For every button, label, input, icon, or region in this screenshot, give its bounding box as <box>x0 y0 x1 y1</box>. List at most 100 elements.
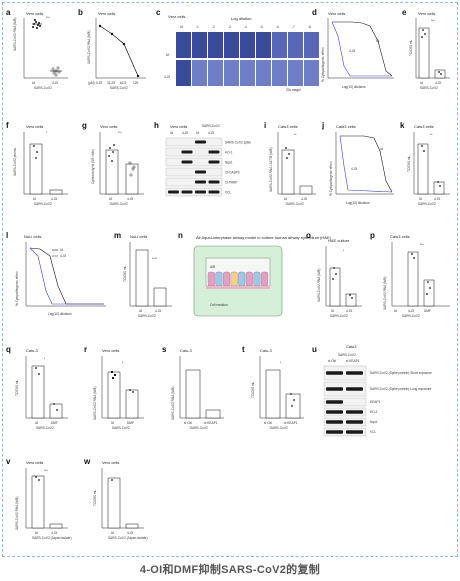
plaque-well-image <box>272 60 287 86</box>
svg-text:Vero cells: Vero cells <box>102 460 119 465</box>
svg-text:SARS-CoV2 RNA (N/B): SARS-CoV2 RNA (N/B) <box>15 497 19 530</box>
svg-text:*: * <box>280 361 282 365</box>
plaque-grid <box>176 32 319 86</box>
svg-text:Log(10) dilutions: Log(10) dilutions <box>342 85 366 89</box>
svg-text:*: * <box>46 131 48 135</box>
svg-text:***: *** <box>118 131 122 135</box>
blot-strip <box>165 157 223 167</box>
svg-text:SARS-CoV2 RNA (N/B): SARS-CoV2 RNA (N/B) <box>171 387 175 420</box>
figure-frame <box>2 2 458 557</box>
blot-label: HO-1 <box>370 410 378 414</box>
blot-strip <box>165 167 223 177</box>
blot-strip <box>323 397 367 407</box>
blot-label: Nqo1 <box>225 161 233 165</box>
svg-text:SARS-CoV2: SARS-CoV2 <box>418 202 436 206</box>
svg-text:SARS-CoV2 RNA (N/B): SARS-CoV2 RNA (N/B) <box>93 387 97 420</box>
panel-a-points-treated <box>51 66 61 77</box>
svg-text:Calu3 cells: Calu3 cells <box>336 124 356 129</box>
svg-text:****: **** <box>152 257 158 261</box>
svg-text:Log(10) dilutions: Log(10) dilutions <box>48 312 72 316</box>
svg-text:Ut: Ut <box>111 531 114 535</box>
svg-text:4-OI: 4-OI <box>164 75 170 79</box>
svg-text:Calu3 cells: Calu3 cells <box>278 124 298 129</box>
svg-text:**: ** <box>430 133 433 137</box>
plaque-well-image <box>288 32 303 58</box>
svg-text:si KEAP1: si KEAP1 <box>204 421 218 425</box>
svg-text:SARS-CoV2 (Japan isolate): SARS-CoV2 (Japan isolate) <box>108 536 148 540</box>
blot-band <box>181 150 193 154</box>
svg-text:Ut: Ut <box>32 81 35 85</box>
svg-text:Calu-3: Calu-3 <box>180 348 193 353</box>
svg-text:Vero cells: Vero cells <box>102 348 119 353</box>
svg-text:f: f <box>6 121 9 130</box>
figure-panels: a Vero cells SARS-CoV2 RNA (N/B) *** Ut … <box>6 8 450 540</box>
blot-band <box>195 190 206 194</box>
svg-text:Ut: Ut <box>196 131 199 135</box>
svg-text:4-OI: 4-OI <box>155 309 161 313</box>
panel-p: p Calu3 cells SARS-CoV2 RNA (N/B) *** Ut… <box>370 231 450 318</box>
blot-band <box>326 400 343 404</box>
svg-text:SARS-CoV2: SARS-CoV2 <box>110 86 128 90</box>
blot-strip <box>323 417 367 427</box>
plaque-well-image <box>240 32 255 58</box>
svg-text:i: i <box>264 121 266 130</box>
svg-text:q: q <box>6 345 11 354</box>
svg-text:SARS-CoV2 RNA (N/B): SARS-CoV2 RNA (N/B) <box>317 269 321 302</box>
svg-text:SARS-CoV2: SARS-CoV2 <box>270 426 288 430</box>
panel-f: f Vero cells SARS-CoV2 pfu/mL * Ut 4-OI … <box>6 121 68 206</box>
svg-text:SARS-CoV2: SARS-CoV2 <box>420 86 438 90</box>
svg-text:SARS-CoV2: SARS-CoV2 <box>138 314 156 318</box>
svg-text:Air-liquid-interphase airway m: Air-liquid-interphase airway model in cu… <box>196 235 332 240</box>
svg-text:m: m <box>114 231 121 240</box>
panel-a-points <box>32 19 41 29</box>
panel-v: v Vero cells SARS-CoV2 RNA (N/B) *** Ut … <box>6 457 72 540</box>
svg-text:4-OI: 4-OI <box>182 131 188 135</box>
svg-text:si Ctrl: si Ctrl <box>328 359 336 363</box>
svg-text:t: t <box>242 345 245 354</box>
svg-text:Vero cells: Vero cells <box>26 124 43 129</box>
svg-text:Ut: Ut <box>60 248 63 252</box>
panel-n: n Air-liquid-interphase airway model in … <box>178 231 332 317</box>
epithelial-cell <box>238 271 246 287</box>
blot-label: SARS-CoV2 spike <box>225 141 251 145</box>
svg-text:SARS-CoV2: SARS-CoV2 <box>112 426 130 430</box>
svg-text:SARS-CoV2: SARS-CoV2 <box>202 124 220 128</box>
blot-band <box>346 430 363 434</box>
blot-strip <box>165 187 223 197</box>
plaque-well-image <box>304 60 319 86</box>
blot-band <box>326 410 343 414</box>
plaque-well-image <box>192 32 207 58</box>
svg-text:d: d <box>312 8 317 17</box>
plaque-well-image <box>208 60 223 86</box>
svg-text:NuLi cells: NuLi cells <box>24 234 41 239</box>
svg-text:b: b <box>78 8 83 17</box>
svg-text:Vero cells: Vero cells <box>168 14 185 19</box>
blot-band <box>195 140 206 144</box>
blot-band <box>326 430 343 434</box>
svg-text:DMF: DMF <box>51 421 58 425</box>
dilution-label: -2 <box>212 25 215 29</box>
blot-band <box>326 420 343 424</box>
svg-text:4-OI: 4-OI <box>51 197 57 201</box>
plaque-well-image <box>256 60 271 86</box>
svg-text:TCID50 mL: TCID50 mL <box>93 489 97 506</box>
panel-t: t Calu-3 TCID50 mL * si Ctrl si KEAP1 SA… <box>242 345 304 430</box>
svg-text:Ut: Ut <box>109 197 112 201</box>
blot-band <box>195 170 206 174</box>
svg-text:TCID50 mL: TCID50 mL <box>409 39 413 56</box>
svg-text:4-OI: 4-OI <box>434 197 440 201</box>
panel-c: c Vero cells Log dilution Ut -1 -2 -3 -4 -5 -6… <box>156 8 319 92</box>
plaque-well-image <box>176 32 191 58</box>
blot-strip <box>323 365 367 381</box>
svg-text:Vero cells: Vero cells <box>328 11 345 16</box>
svg-text:***: *** <box>431 19 435 23</box>
svg-text:Ut: Ut <box>35 531 38 535</box>
blot-strip <box>165 147 223 157</box>
plaque-well-image <box>208 32 223 58</box>
svg-text:***: *** <box>420 243 424 247</box>
blot-label: VCL <box>370 430 376 434</box>
panel-h: h Vero cells SARS-CoV2 Ut 4-OI Ut 4-OI S… <box>154 121 251 197</box>
svg-text:Ut: Ut <box>170 131 173 135</box>
svg-text:% Cytopathogenic effect: % Cytopathogenic effect <box>329 161 333 196</box>
svg-text:4-OI: 4-OI <box>51 531 57 535</box>
